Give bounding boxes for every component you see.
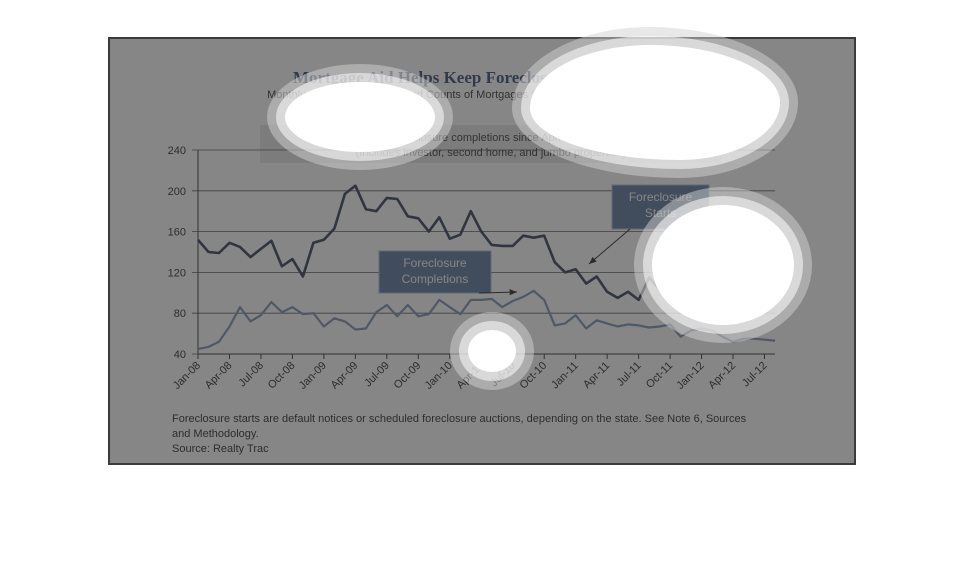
x-tick-label-apr-11: Apr-11 — [581, 360, 612, 391]
foreclosure-chart: Cumulative foreclosure completions since… — [168, 125, 776, 392]
note-line-1: Cumulative foreclosure completions since… — [336, 132, 647, 144]
x-tick-label-oct-09: Oct-09 — [392, 360, 424, 392]
callout-arrow-foreclosure-starts — [588, 228, 631, 265]
x-tick-label-jul-10: Jul-10 — [488, 360, 518, 390]
x-tick-label-jan-12: Jan-12 — [674, 360, 706, 392]
chart-panel: Cumulative foreclosure completions since… — [108, 37, 856, 465]
note-line-2: (Includes investor, second home, and jum… — [356, 147, 627, 159]
y-tick-label-40: 40 — [174, 349, 186, 361]
x-tick-label-jul-11: Jul-11 — [615, 360, 644, 389]
x-tick-label-jul-12: Jul-12 — [740, 360, 770, 390]
footnote-line-1: Foreclosure starts are default notices o… — [172, 413, 747, 425]
y-tick-label-120: 120 — [168, 267, 186, 279]
callout-arrowhead-foreclosure-completions — [509, 289, 517, 296]
footnote-line-2: and Methodology. — [172, 428, 259, 440]
x-tick-label-oct-10: Oct-10 — [517, 360, 549, 392]
callout-label-foreclosure-completions-1: Foreclosure — [403, 256, 467, 270]
x-tick-label-apr-10: Apr-10 — [455, 360, 487, 392]
chart-subtitle: Monthly Foreclosure Filings and Counts o… — [267, 89, 697, 101]
callout-label-foreclosure-completions-2: Completions — [402, 272, 469, 286]
x-tick-label-jul-09: Jul-09 — [362, 360, 392, 390]
source-line: Source: Realty Trac — [172, 443, 269, 455]
y-tick-label-160: 160 — [168, 227, 186, 239]
x-tick-label-jul-08: Jul-08 — [236, 360, 266, 390]
footnote: Foreclosure starts are default notices o… — [172, 412, 812, 457]
x-tick-label-oct-11: Oct-11 — [644, 360, 675, 391]
y-tick-label-240: 240 — [168, 145, 186, 157]
callout-label-foreclosure-starts-1: Foreclosure — [629, 190, 693, 204]
x-tick-label-apr-08: Apr-08 — [203, 360, 235, 392]
y-tick-label-80: 80 — [174, 308, 186, 320]
y-tick-label-200: 200 — [168, 186, 186, 198]
x-tick-label-apr-09: Apr-09 — [329, 360, 361, 392]
x-tick-label-oct-08: Oct-08 — [266, 360, 298, 392]
x-tick-label-jan-10: Jan-10 — [423, 360, 455, 392]
x-tick-label-apr-12: Apr-12 — [706, 360, 738, 392]
x-tick-label-jan-11: Jan-11 — [549, 360, 581, 392]
chart-title: Mortgage Aid Helps Keep Foreclosure Fili… — [292, 68, 672, 87]
x-tick-label-jan-08: Jan-08 — [171, 360, 203, 392]
callout-label-foreclosure-starts-2: Starts — [645, 206, 676, 220]
x-tick-label-jan-09: Jan-09 — [297, 360, 329, 392]
